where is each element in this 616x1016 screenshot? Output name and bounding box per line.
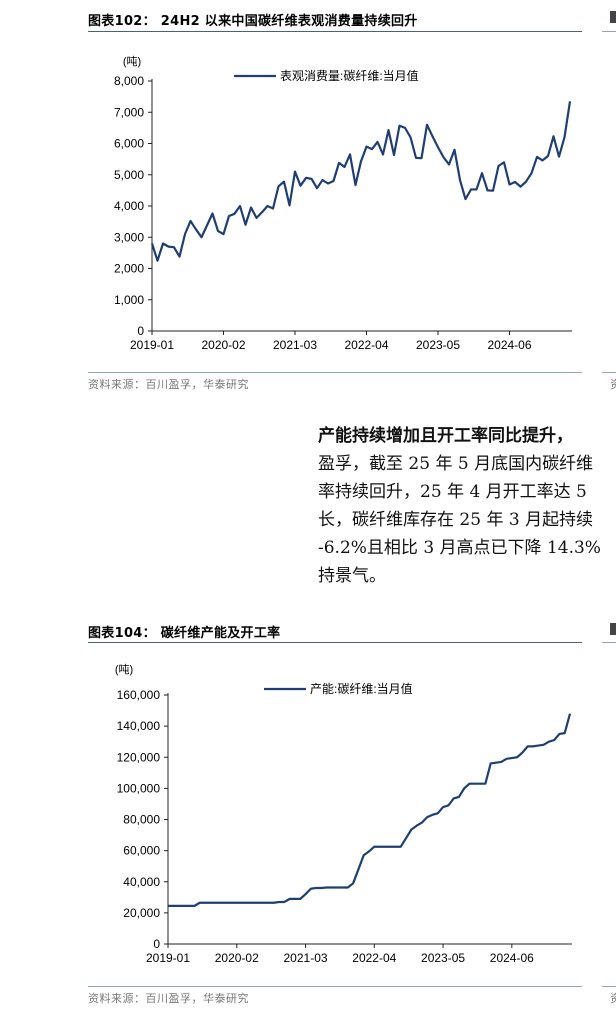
y-tick-label: 0 [137,324,144,338]
x-tick-label: 2023-05 [421,951,465,965]
y-tick-label: 7,000 [114,105,144,119]
y-tick-label: 80,000 [123,813,160,827]
right-edge-source-fragment: 资 [610,378,616,391]
figure1-source: 资料来源：百川盈孚，华泰研究 [88,378,249,391]
paragraph-line: -6.2%且相比 3 月高点已下降 14.3% [318,538,601,558]
legend-label: 表观消费量:碳纤维:当月值 [280,68,419,83]
y-tick-label: 140,000 [117,719,161,733]
figure2-bottom-rule [88,986,582,987]
right-edge-rule [602,986,616,987]
body-paragraph: 产能持续增加且开工率同比提升， 盈孚，截至 25 年 5 月底国内碳纤维 率持续… [318,422,616,590]
x-tick-label: 2022-04 [344,338,388,352]
paragraph-lead: 产能持续增加且开工率同比提升， [318,426,573,446]
figure2-title: 图表104： 碳纤维产能及开工率 [88,626,281,641]
y-tick-label: 5,000 [114,168,144,182]
x-tick-label: 2023-05 [416,338,460,352]
series-line [150,101,572,262]
right-edge-source-fragment: 资 [610,992,616,1005]
x-tick-label: 2019-01 [146,951,190,965]
figure1-chart: (吨) 0 1,000 2,000 3,000 4,000 5,000 6,000 7,000 8… [114,55,572,352]
y-unit-label: (吨) [123,55,141,68]
x-tick-label: 2022-04 [352,951,396,965]
x-tick-label: 2020-02 [215,951,259,965]
figure1-bottom-rule [88,372,582,373]
right-edge-rule [602,642,616,643]
x-tick-label: 2024-06 [490,951,534,965]
figure1-title: 图表102： 24H2 以来中国碳纤维表观消费量持续回升 [88,14,418,29]
figure1-top-rule [88,31,582,32]
right-edge-rule [602,372,616,373]
paragraph-line: 盈孚，截至 25 年 5 月底国内碳纤维 [318,454,594,474]
y-tick-label: 40,000 [123,875,160,889]
right-edge-fragment [610,623,616,635]
y-tick-label: 100,000 [117,781,161,795]
y-tick-label: 60,000 [123,844,160,858]
right-edge-fragment [610,11,616,23]
y-tick-label: 120,000 [117,750,161,764]
y-tick-label: 160,000 [117,688,161,702]
x-tick-label: 2024-06 [487,338,531,352]
paragraph-line: 持景气。 [318,566,386,586]
y-tick-label: 3,000 [114,230,144,244]
y-tick-label: 1,000 [114,293,144,307]
legend-label: 产能:碳纤维:当月值 [310,681,413,696]
x-tick-label: 2019-01 [130,338,174,352]
right-edge-rule [602,31,616,32]
figure2-top-rule [88,642,582,643]
x-tick-label: 2021-03 [273,338,317,352]
x-tick-label: 2021-03 [284,951,328,965]
paragraph-line: 长，碳纤维库存在 25 年 3 月起持续 [318,510,594,530]
y-tick-label: 8,000 [114,74,144,88]
y-tick-label: 20,000 [123,906,160,920]
series-line [168,713,572,907]
figure2-chart: (吨) 0 20,000 40,000 60,000 80,000 100,000 120,0… [115,663,572,965]
paragraph-line: 率持续回升，25 年 4 月开工率达 5 [318,482,587,502]
y-tick-label: 4,000 [114,199,144,213]
y-unit-label: (吨) [115,663,133,676]
figure2-source: 资料来源：百川盈孚，华泰研究 [88,992,249,1005]
y-tick-label: 2,000 [114,262,144,276]
y-tick-label: 0 [153,937,160,951]
y-tick-label: 6,000 [114,137,144,151]
x-tick-label: 2020-02 [201,338,245,352]
